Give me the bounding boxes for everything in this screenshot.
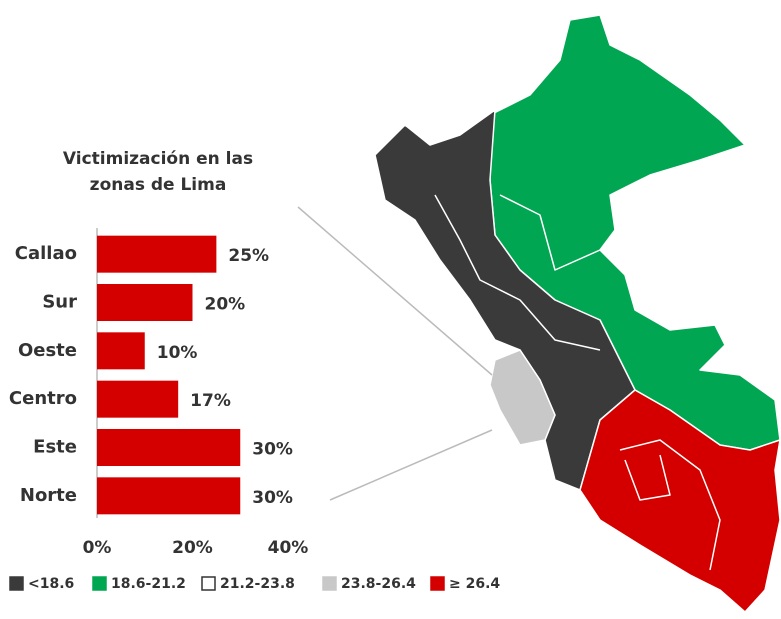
map-border (624, 454, 671, 501)
bar (97, 284, 193, 321)
y-tick-label: Este (33, 437, 77, 458)
y-tick-label: Callao (15, 243, 77, 264)
bar (97, 477, 241, 515)
map (374, 14, 781, 613)
value-label: 30% (252, 488, 293, 508)
x-tick-label: 0% (83, 538, 112, 558)
legend-label: 23.8-26.4 (341, 576, 416, 592)
connector (297, 206, 493, 376)
y-tick-label: Sur (42, 292, 77, 313)
value-label: 30% (252, 440, 293, 460)
y-tick-label: Oeste (18, 340, 77, 361)
legend-swatch (201, 576, 216, 591)
value-label: 10% (157, 343, 198, 363)
map-region (579, 389, 781, 613)
y-tick-label: Norte (20, 485, 77, 506)
value-label: 20% (205, 295, 246, 315)
bar (97, 429, 241, 466)
bar (97, 332, 145, 370)
bar (97, 235, 217, 273)
map-border (499, 194, 601, 271)
legend-label: <18.6 (28, 576, 74, 592)
value-label: 17% (190, 391, 231, 411)
legend-label: 21.2-23.8 (220, 576, 295, 592)
connector (329, 429, 493, 501)
y-tick-label: Centro (9, 388, 77, 409)
map-border (619, 439, 721, 571)
bar (97, 380, 179, 418)
legend-label: 18.6-21.2 (111, 576, 186, 592)
legend-swatch (322, 576, 337, 591)
x-tick-label: 40% (268, 538, 309, 558)
chart-title: Victimización en las zonas de Lima (62, 149, 254, 195)
legend-swatch (430, 576, 445, 591)
legend-swatch (9, 576, 24, 591)
map-border (434, 194, 601, 351)
map-region (489, 349, 556, 446)
legend-label: ≥ 26.4 (449, 576, 500, 592)
value-label: 25% (228, 246, 269, 266)
x-tick-label: 20% (172, 538, 213, 558)
legend-swatch (92, 576, 107, 591)
